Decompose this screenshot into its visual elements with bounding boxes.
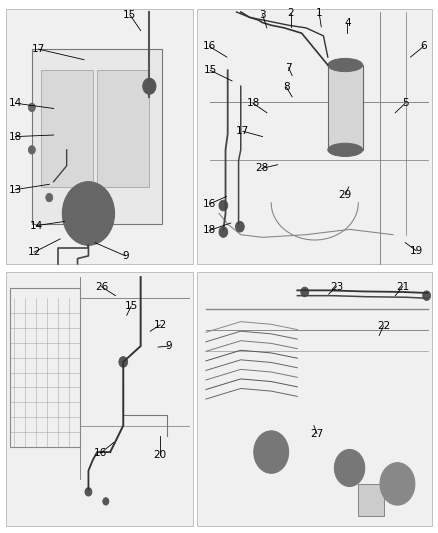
- Text: 12: 12: [28, 247, 41, 257]
- Text: 21: 21: [396, 281, 409, 292]
- Circle shape: [423, 291, 431, 301]
- FancyBboxPatch shape: [6, 272, 193, 526]
- FancyBboxPatch shape: [32, 49, 162, 224]
- Text: 19: 19: [410, 246, 423, 256]
- Circle shape: [103, 498, 109, 505]
- Circle shape: [301, 287, 309, 297]
- FancyBboxPatch shape: [328, 65, 363, 150]
- Circle shape: [85, 488, 92, 496]
- FancyBboxPatch shape: [41, 70, 93, 187]
- Text: 16: 16: [203, 199, 216, 209]
- Text: 27: 27: [310, 429, 324, 439]
- Text: 18: 18: [9, 132, 22, 142]
- Text: 26: 26: [95, 281, 108, 292]
- Text: 29: 29: [339, 190, 352, 200]
- Circle shape: [380, 463, 415, 505]
- Text: 9: 9: [166, 341, 172, 351]
- Text: 16: 16: [94, 448, 107, 458]
- Circle shape: [143, 78, 156, 94]
- FancyBboxPatch shape: [6, 10, 193, 264]
- Text: 23: 23: [330, 281, 343, 292]
- Text: 12: 12: [154, 320, 167, 330]
- Text: 17: 17: [237, 126, 250, 136]
- Circle shape: [334, 449, 365, 487]
- Circle shape: [28, 146, 35, 154]
- Text: 9: 9: [122, 251, 129, 261]
- Ellipse shape: [328, 59, 363, 71]
- Text: 22: 22: [377, 321, 390, 331]
- Text: 7: 7: [285, 63, 292, 72]
- Text: 8: 8: [283, 82, 290, 92]
- Text: 2: 2: [287, 8, 294, 18]
- Circle shape: [219, 200, 228, 211]
- Text: 15: 15: [123, 10, 136, 20]
- Circle shape: [62, 182, 115, 245]
- Text: 15: 15: [124, 301, 138, 311]
- Text: 13: 13: [9, 184, 22, 195]
- Text: 18: 18: [203, 225, 216, 236]
- Text: 15: 15: [204, 66, 217, 75]
- Circle shape: [46, 193, 53, 202]
- Circle shape: [219, 227, 228, 237]
- Text: 6: 6: [420, 42, 427, 52]
- FancyBboxPatch shape: [197, 10, 432, 264]
- Circle shape: [28, 103, 35, 112]
- Text: 5: 5: [402, 98, 409, 108]
- Text: 14: 14: [30, 221, 43, 231]
- Text: 3: 3: [259, 10, 266, 20]
- Text: 20: 20: [154, 450, 167, 460]
- FancyBboxPatch shape: [97, 70, 149, 187]
- Text: 4: 4: [344, 18, 351, 28]
- Ellipse shape: [328, 143, 363, 157]
- Circle shape: [254, 431, 289, 473]
- Text: 18: 18: [246, 98, 260, 108]
- Text: 14: 14: [9, 98, 22, 108]
- Text: 28: 28: [255, 164, 268, 173]
- FancyBboxPatch shape: [197, 272, 432, 526]
- Circle shape: [119, 357, 127, 367]
- FancyBboxPatch shape: [358, 484, 385, 516]
- Text: 16: 16: [203, 42, 216, 52]
- Text: 17: 17: [32, 44, 45, 54]
- Text: 1: 1: [316, 8, 322, 18]
- Circle shape: [236, 221, 244, 232]
